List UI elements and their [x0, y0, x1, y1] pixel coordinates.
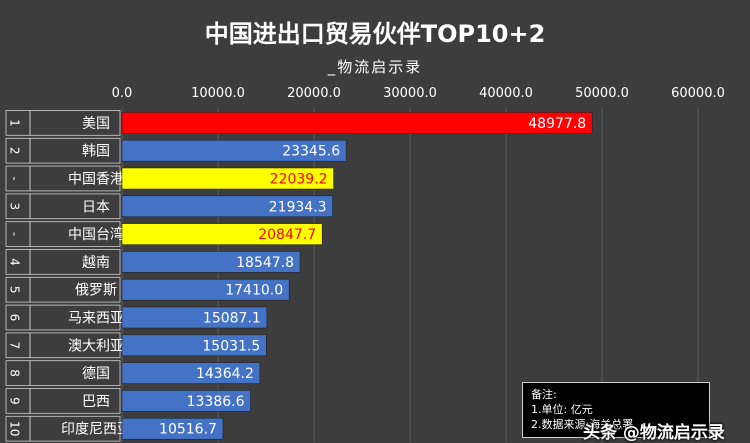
rank-label: 1 [8, 119, 22, 127]
notes-box: 备注: 1.单位: 亿元 2.数据来源:海关总署 [522, 382, 710, 438]
bar [121, 417, 224, 440]
category-label: 巴西 [82, 394, 110, 410]
table-row: 5 俄罗斯 17410.0 [5, 276, 290, 303]
chart-title: 中国进出口贸易伙伴TOP10+2 [205, 20, 546, 48]
rank-label: 5 [8, 286, 22, 294]
rank-label: 4 [8, 258, 22, 266]
notes-heading: 备注: [531, 388, 557, 401]
data-label: 17410.0 [225, 283, 283, 299]
bar-rows: 1 美国 48977.8 2 韩国 23345.6 - 中国香港 22039.2 3 日本 21934… [5, 110, 593, 442]
bar [121, 223, 323, 245]
category-label: 德国 [82, 366, 110, 382]
bar [121, 306, 268, 329]
bar [121, 195, 333, 218]
category-label: 澳大利亚 [68, 338, 124, 354]
bar [121, 390, 251, 412]
bar [121, 362, 261, 384]
x-tick-label: 50000.0 [575, 86, 629, 101]
category-cell [29, 415, 121, 442]
rank-label: 6 [8, 314, 22, 322]
category-cell [29, 137, 121, 164]
category-label: 马来西亚 [68, 311, 124, 327]
data-label: 14364.2 [196, 366, 254, 382]
bar [121, 167, 334, 190]
rank-label: 9 [8, 397, 22, 405]
category-label: 印度尼西亚 [61, 422, 131, 438]
rank-label: 3 [8, 202, 22, 210]
x-tick-label: 60000.0 [671, 86, 725, 101]
category-cell [29, 110, 121, 136]
table-row: - 中国台湾 20847.7 [5, 221, 323, 247]
bar [121, 278, 290, 301]
rank-label: 8 [8, 369, 22, 377]
x-tick-label: 10000.0 [191, 86, 245, 101]
bar [121, 139, 347, 162]
data-label: 18547.8 [236, 255, 294, 271]
notes-source: 2.数据来源:海关总署 [531, 418, 634, 431]
data-label: 15087.1 [203, 311, 261, 327]
data-label: 22039.2 [270, 172, 328, 188]
category-cell [29, 304, 121, 331]
table-row: 9 巴西 13386.6 [5, 388, 251, 414]
notes-unit: 1.单位: 亿元 [531, 403, 593, 416]
category-cell [29, 221, 121, 247]
category-cell [29, 193, 121, 220]
table-row: 3 日本 21934.3 [5, 193, 333, 220]
data-label: 10516.7 [159, 422, 217, 438]
gridlines [121, 107, 699, 443]
data-label: 13386.6 [187, 394, 245, 410]
category-label: 中国香港 [68, 172, 124, 188]
table-row: 6 马来西亚 15087.1 [5, 304, 268, 331]
bar [121, 334, 267, 357]
category-cell [29, 165, 121, 192]
data-label: 48977.8 [528, 116, 586, 132]
rank-label: 2 [8, 147, 22, 155]
category-label: 中国台湾 [68, 226, 124, 243]
x-tick-label: 30000.0 [383, 86, 437, 101]
rank-label: - [8, 176, 22, 180]
category-label: 美国 [82, 116, 110, 132]
rank-label: 7 [8, 341, 22, 349]
category-label: 越南 [82, 255, 110, 271]
x-tick-label: 0.0 [112, 86, 133, 101]
table-row: 2 韩国 23345.6 [5, 137, 347, 164]
table-row: 10 印度尼西亚 10516.7 [5, 415, 224, 442]
category-cell [29, 276, 121, 303]
table-row: - 中国香港 22039.2 [5, 165, 334, 192]
data-label: 20847.7 [258, 227, 316, 243]
category-label: 韩国 [82, 144, 110, 160]
rank-label: 10 [8, 421, 22, 436]
data-label: 21934.3 [269, 199, 327, 215]
table-row: 4 越南 18547.8 [5, 249, 301, 275]
watermark: 头条 @物流启示录 [583, 423, 725, 443]
category-cell [29, 332, 121, 359]
data-label: 23345.6 [282, 144, 340, 160]
x-tick-label: 40000.0 [479, 86, 533, 101]
table-row: 7 澳大利亚 15031.5 [5, 332, 267, 359]
table-row: 8 德国 14364.2 [5, 360, 261, 386]
chart-subtitle: _物流启示录 [327, 58, 423, 77]
category-cell [29, 360, 121, 386]
table-row: 1 美国 48977.8 [5, 110, 593, 136]
category-cell [29, 249, 121, 275]
category-cell [29, 388, 121, 414]
rank-label: - [8, 232, 22, 236]
bar [121, 251, 301, 273]
x-axis-ticks: 0.0 10000.0 20000.0 30000.0 40000.0 50000.0 60… [112, 86, 725, 101]
category-label: 日本 [82, 199, 110, 215]
data-label: 15031.5 [202, 338, 260, 354]
category-label: 俄罗斯 [75, 283, 117, 299]
x-tick-label: 20000.0 [287, 86, 341, 101]
bar [121, 112, 593, 134]
